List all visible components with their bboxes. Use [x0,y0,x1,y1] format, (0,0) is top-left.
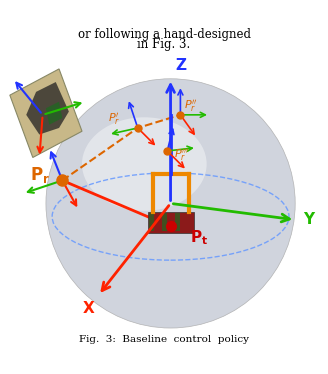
Text: $\mathbf{P_t}$: $\mathbf{P_t}$ [190,229,209,248]
Text: in Fig. 3.: in Fig. 3. [137,38,191,51]
Text: $\mathbf{P_r}$: $\mathbf{P_r}$ [30,165,50,186]
Text: or following a hand-designed: or following a hand-designed [77,28,251,41]
Text: Fig.  3:  Baseline  control  policy: Fig. 3: Baseline control policy [79,335,249,344]
Polygon shape [10,69,82,157]
Bar [162,213,167,231]
Bar [148,212,194,233]
Ellipse shape [82,117,207,211]
Bar [149,213,154,231]
Ellipse shape [46,79,295,328]
Text: Y: Y [303,212,314,227]
Text: Z: Z [175,58,186,73]
Text: $P_r''$: $P_r''$ [184,98,197,114]
Polygon shape [46,102,62,125]
Text: $P_r'''$: $P_r'''$ [174,147,190,163]
Text: X: X [83,301,94,316]
Text: $P_r'$: $P_r'$ [108,111,121,127]
Bar [175,213,180,231]
Polygon shape [26,82,69,135]
